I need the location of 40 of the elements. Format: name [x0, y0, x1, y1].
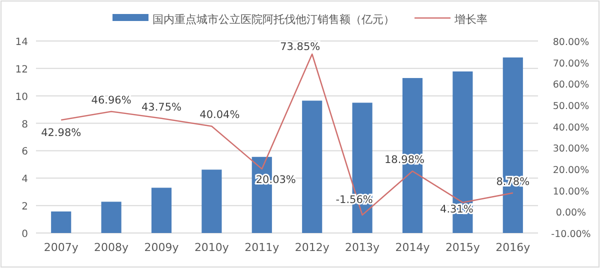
x-tick-label: 2011y [244, 241, 280, 254]
x-tick-label: 2016y [496, 241, 531, 254]
y2-tick-label: 80.00% [552, 37, 590, 48]
y2-tick-label: 40.00% [552, 122, 590, 134]
data-label: 46.96% [91, 94, 132, 106]
y-tick-label: 14 [15, 37, 28, 48]
x-tick-label: 2008y [94, 241, 130, 254]
y2-tick-label: 50.00% [552, 101, 590, 112]
y-tick-label: 10 [15, 92, 28, 103]
y2-tick-label: 10.00% [552, 186, 590, 198]
data-label: 40.04% [200, 109, 240, 122]
x-tick-label: 2009y [144, 241, 180, 254]
x-tick-label: 2007y [44, 241, 79, 254]
x-tick-label: 2015y [445, 241, 480, 254]
data-label: 73.85% [280, 41, 320, 54]
data-label: 43.75% [141, 101, 182, 114]
data-label: 42.98% [41, 126, 82, 139]
y2-tick-label: 60.00% [552, 80, 590, 91]
bar [202, 170, 222, 233]
bar [151, 188, 172, 233]
x-tick-label: 2012y [294, 241, 330, 254]
y-tick-label: 8 [22, 119, 28, 130]
y-tick-label: 6 [22, 146, 28, 158]
y-tick-label: 4 [22, 174, 28, 186]
x-tick-label: 2014y [395, 241, 430, 254]
y2-tick-label: 0.00% [556, 208, 586, 219]
bar [302, 100, 322, 233]
x-tick-label: 2010y [194, 241, 230, 254]
bar [51, 211, 72, 233]
bar [101, 202, 122, 233]
x-tick-label: 2013y [345, 241, 380, 254]
legend-label: 增长率 [454, 13, 488, 26]
y-tick-label: 2 [22, 202, 28, 213]
y2-tick-label: 70.00% [552, 58, 590, 70]
y2-tick-label: 30.00% [552, 144, 590, 155]
legend-label: 国内重点城市公立医院阿托伐他汀销售额（亿元） [152, 13, 394, 26]
y-tick-label: 0 [22, 229, 28, 240]
y-tick-label: 12 [15, 64, 28, 76]
y2-tick-label: -10.00% [551, 229, 591, 240]
y2-tick-label: 20.00% [552, 165, 590, 176]
